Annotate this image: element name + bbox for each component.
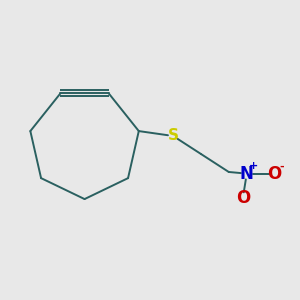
- Text: -: -: [279, 161, 284, 171]
- Text: S: S: [168, 128, 178, 143]
- Text: +: +: [249, 161, 259, 171]
- Text: O: O: [267, 165, 282, 183]
- Text: N: N: [240, 165, 254, 183]
- Text: O: O: [236, 189, 250, 207]
